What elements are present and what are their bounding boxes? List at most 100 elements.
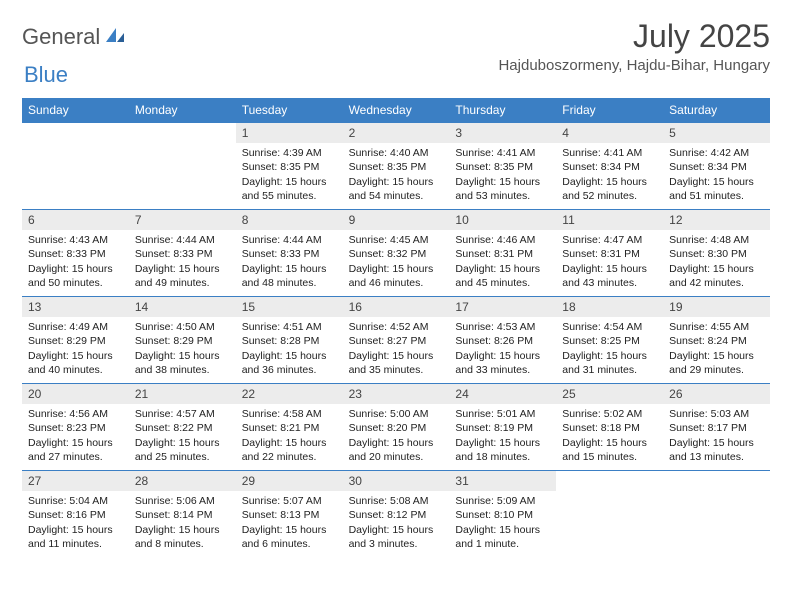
calendar-day-cell: 23Sunrise: 5:00 AMSunset: 8:20 PMDayligh… xyxy=(343,384,450,470)
day-details: Sunrise: 5:06 AMSunset: 8:14 PMDaylight:… xyxy=(129,491,236,557)
weekday-header: Friday xyxy=(556,98,663,122)
day-details: Sunrise: 5:08 AMSunset: 8:12 PMDaylight:… xyxy=(343,491,450,557)
day-number: 14 xyxy=(129,297,236,317)
calendar-day-cell: 28Sunrise: 5:06 AMSunset: 8:14 PMDayligh… xyxy=(129,471,236,557)
day-details: Sunrise: 4:48 AMSunset: 8:30 PMDaylight:… xyxy=(663,230,770,296)
day-details: Sunrise: 5:01 AMSunset: 8:19 PMDaylight:… xyxy=(449,404,556,470)
day-number: 3 xyxy=(449,123,556,143)
day-number: 30 xyxy=(343,471,450,491)
day-details: Sunrise: 4:44 AMSunset: 8:33 PMDaylight:… xyxy=(129,230,236,296)
calendar-day-cell xyxy=(556,471,663,557)
calendar-day-cell: 16Sunrise: 4:52 AMSunset: 8:27 PMDayligh… xyxy=(343,297,450,383)
day-details: Sunrise: 4:47 AMSunset: 8:31 PMDaylight:… xyxy=(556,230,663,296)
title-block: July 2025 Hajduboszormeny, Hajdu-Bihar, … xyxy=(498,18,770,74)
calendar-day-cell: 19Sunrise: 4:55 AMSunset: 8:24 PMDayligh… xyxy=(663,297,770,383)
day-number: 12 xyxy=(663,210,770,230)
brand-name-b: Blue xyxy=(24,62,68,87)
calendar-day-cell: 1Sunrise: 4:39 AMSunset: 8:35 PMDaylight… xyxy=(236,123,343,209)
day-number: 1 xyxy=(236,123,343,143)
calendar: SundayMondayTuesdayWednesdayThursdayFrid… xyxy=(22,98,770,557)
month-title: July 2025 xyxy=(498,18,770,55)
brand-sail-icon xyxy=(104,26,126,49)
day-number: 11 xyxy=(556,210,663,230)
calendar-day-cell: 12Sunrise: 4:48 AMSunset: 8:30 PMDayligh… xyxy=(663,210,770,296)
day-number: 10 xyxy=(449,210,556,230)
day-details: Sunrise: 4:42 AMSunset: 8:34 PMDaylight:… xyxy=(663,143,770,209)
brand-name-a: General xyxy=(22,24,100,50)
day-number xyxy=(556,471,663,491)
day-details: Sunrise: 4:43 AMSunset: 8:33 PMDaylight:… xyxy=(22,230,129,296)
calendar-day-cell: 11Sunrise: 4:47 AMSunset: 8:31 PMDayligh… xyxy=(556,210,663,296)
day-details: Sunrise: 4:51 AMSunset: 8:28 PMDaylight:… xyxy=(236,317,343,383)
calendar-week-row: 27Sunrise: 5:04 AMSunset: 8:16 PMDayligh… xyxy=(22,470,770,557)
calendar-week-row: 20Sunrise: 4:56 AMSunset: 8:23 PMDayligh… xyxy=(22,383,770,470)
day-number: 23 xyxy=(343,384,450,404)
brand-logo: General xyxy=(22,24,128,50)
calendar-day-cell: 6Sunrise: 4:43 AMSunset: 8:33 PMDaylight… xyxy=(22,210,129,296)
day-number: 16 xyxy=(343,297,450,317)
calendar-day-cell: 15Sunrise: 4:51 AMSunset: 8:28 PMDayligh… xyxy=(236,297,343,383)
calendar-day-cell: 17Sunrise: 4:53 AMSunset: 8:26 PMDayligh… xyxy=(449,297,556,383)
calendar-week-row: 13Sunrise: 4:49 AMSunset: 8:29 PMDayligh… xyxy=(22,296,770,383)
day-number: 24 xyxy=(449,384,556,404)
day-number: 22 xyxy=(236,384,343,404)
calendar-day-cell: 9Sunrise: 4:45 AMSunset: 8:32 PMDaylight… xyxy=(343,210,450,296)
day-details: Sunrise: 4:49 AMSunset: 8:29 PMDaylight:… xyxy=(22,317,129,383)
day-number xyxy=(663,471,770,491)
day-number: 5 xyxy=(663,123,770,143)
day-details: Sunrise: 4:54 AMSunset: 8:25 PMDaylight:… xyxy=(556,317,663,383)
day-details: Sunrise: 4:41 AMSunset: 8:35 PMDaylight:… xyxy=(449,143,556,209)
day-details: Sunrise: 4:41 AMSunset: 8:34 PMDaylight:… xyxy=(556,143,663,209)
calendar-day-cell: 25Sunrise: 5:02 AMSunset: 8:18 PMDayligh… xyxy=(556,384,663,470)
day-number: 8 xyxy=(236,210,343,230)
day-details: Sunrise: 4:57 AMSunset: 8:22 PMDaylight:… xyxy=(129,404,236,470)
day-number: 20 xyxy=(22,384,129,404)
day-number: 17 xyxy=(449,297,556,317)
location-subtitle: Hajduboszormeny, Hajdu-Bihar, Hungary xyxy=(498,57,770,74)
day-details: Sunrise: 4:46 AMSunset: 8:31 PMDaylight:… xyxy=(449,230,556,296)
calendar-day-cell: 7Sunrise: 4:44 AMSunset: 8:33 PMDaylight… xyxy=(129,210,236,296)
day-number: 21 xyxy=(129,384,236,404)
calendar-day-cell: 21Sunrise: 4:57 AMSunset: 8:22 PMDayligh… xyxy=(129,384,236,470)
day-details: Sunrise: 4:55 AMSunset: 8:24 PMDaylight:… xyxy=(663,317,770,383)
day-details: Sunrise: 4:50 AMSunset: 8:29 PMDaylight:… xyxy=(129,317,236,383)
weekday-header: Sunday xyxy=(22,98,129,122)
day-number: 6 xyxy=(22,210,129,230)
calendar-day-cell: 31Sunrise: 5:09 AMSunset: 8:10 PMDayligh… xyxy=(449,471,556,557)
day-details: Sunrise: 5:04 AMSunset: 8:16 PMDaylight:… xyxy=(22,491,129,557)
day-number: 18 xyxy=(556,297,663,317)
calendar-day-cell: 27Sunrise: 5:04 AMSunset: 8:16 PMDayligh… xyxy=(22,471,129,557)
calendar-day-cell: 29Sunrise: 5:07 AMSunset: 8:13 PMDayligh… xyxy=(236,471,343,557)
day-number: 4 xyxy=(556,123,663,143)
day-number: 26 xyxy=(663,384,770,404)
day-details: Sunrise: 4:53 AMSunset: 8:26 PMDaylight:… xyxy=(449,317,556,383)
weekday-header-row: SundayMondayTuesdayWednesdayThursdayFrid… xyxy=(22,98,770,122)
calendar-day-cell: 13Sunrise: 4:49 AMSunset: 8:29 PMDayligh… xyxy=(22,297,129,383)
day-number: 13 xyxy=(22,297,129,317)
calendar-week-row: 1Sunrise: 4:39 AMSunset: 8:35 PMDaylight… xyxy=(22,122,770,209)
weekday-header: Wednesday xyxy=(343,98,450,122)
day-number: 19 xyxy=(663,297,770,317)
day-number: 31 xyxy=(449,471,556,491)
day-details: Sunrise: 4:56 AMSunset: 8:23 PMDaylight:… xyxy=(22,404,129,470)
calendar-day-cell: 4Sunrise: 4:41 AMSunset: 8:34 PMDaylight… xyxy=(556,123,663,209)
calendar-day-cell: 2Sunrise: 4:40 AMSunset: 8:35 PMDaylight… xyxy=(343,123,450,209)
calendar-day-cell: 20Sunrise: 4:56 AMSunset: 8:23 PMDayligh… xyxy=(22,384,129,470)
calendar-day-cell: 3Sunrise: 4:41 AMSunset: 8:35 PMDaylight… xyxy=(449,123,556,209)
calendar-week-row: 6Sunrise: 4:43 AMSunset: 8:33 PMDaylight… xyxy=(22,209,770,296)
calendar-day-cell: 24Sunrise: 5:01 AMSunset: 8:19 PMDayligh… xyxy=(449,384,556,470)
weekday-header: Tuesday xyxy=(236,98,343,122)
weekday-header: Thursday xyxy=(449,98,556,122)
day-number: 27 xyxy=(22,471,129,491)
day-details: Sunrise: 4:52 AMSunset: 8:27 PMDaylight:… xyxy=(343,317,450,383)
day-details: Sunrise: 5:02 AMSunset: 8:18 PMDaylight:… xyxy=(556,404,663,470)
day-details: Sunrise: 5:07 AMSunset: 8:13 PMDaylight:… xyxy=(236,491,343,557)
day-number: 2 xyxy=(343,123,450,143)
calendar-day-cell xyxy=(129,123,236,209)
calendar-day-cell: 30Sunrise: 5:08 AMSunset: 8:12 PMDayligh… xyxy=(343,471,450,557)
day-number: 28 xyxy=(129,471,236,491)
day-number: 15 xyxy=(236,297,343,317)
day-details: Sunrise: 4:39 AMSunset: 8:35 PMDaylight:… xyxy=(236,143,343,209)
calendar-day-cell: 5Sunrise: 4:42 AMSunset: 8:34 PMDaylight… xyxy=(663,123,770,209)
day-details: Sunrise: 5:03 AMSunset: 8:17 PMDaylight:… xyxy=(663,404,770,470)
